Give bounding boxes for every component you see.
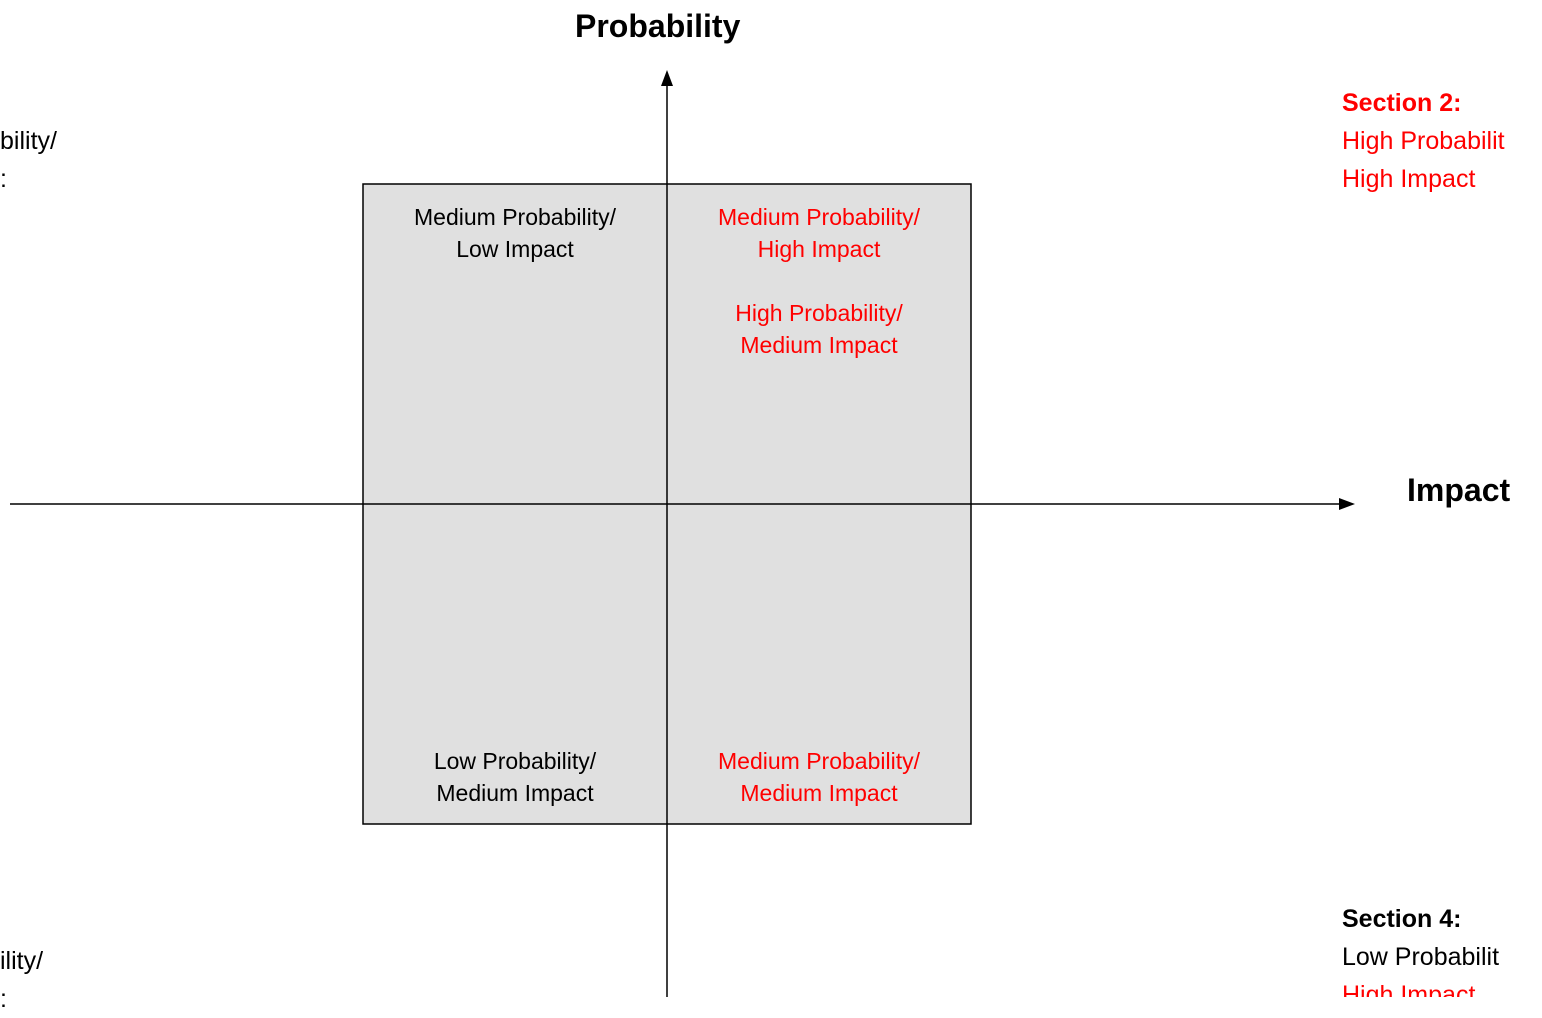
- y-axis-title: Probability: [575, 8, 741, 44]
- quadrant-top-left-label: Medium Probability/ Low Impact: [414, 204, 616, 262]
- risk-matrix-diagram: [10, 70, 1355, 997]
- section-2-line-2: High Impact: [1342, 165, 1476, 193]
- quadrant-top-right-label-1: Medium Probability/ High Impact: [718, 204, 920, 262]
- section-4-heading: Section 4:: [1342, 905, 1462, 933]
- section-4-block: Section 4: Low Probabilit High Impact: [1342, 900, 1542, 997]
- x-axis-arrowhead: [1339, 498, 1355, 510]
- section-2-line-1: High Probabilit: [1342, 127, 1505, 155]
- section-left-top-text: bility/ :: [0, 127, 57, 193]
- section-2-heading: Section 2:: [1342, 89, 1462, 117]
- x-axis-title: Impact: [1407, 472, 1511, 508]
- quadrant-top-right-label-2: High Probability/ Medium Impact: [735, 300, 903, 358]
- y-axis-arrowhead: [661, 70, 673, 86]
- section-4-line-2: High Impact: [1342, 981, 1476, 997]
- section-left-bottom-text: ility/ :: [0, 947, 44, 1013]
- section-2-block: Section 2: High Probabilit High Impact: [1342, 84, 1542, 214]
- section-4-line-1: Low Probabilit: [1342, 943, 1500, 971]
- quadrant-bottom-right-label: Medium Probability/ Medium Impact: [718, 748, 920, 806]
- quadrant-bottom-left-label: Low Probability/ Medium Impact: [433, 748, 597, 806]
